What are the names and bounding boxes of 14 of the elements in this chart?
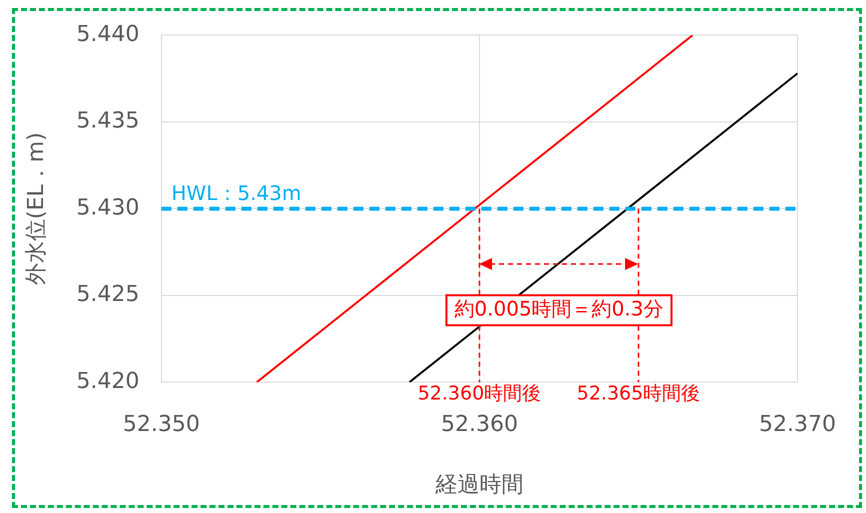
y-tick-label: 5.430 bbox=[76, 195, 140, 220]
ref-line-label: HWL：5.43m bbox=[171, 180, 302, 205]
annotation: 52.365時間後 bbox=[576, 382, 700, 405]
x-tick-label: 52.360 bbox=[440, 412, 518, 438]
y-tick-label: 5.440 bbox=[76, 22, 140, 47]
y-axis-title: 外水位(EL．m) bbox=[24, 132, 49, 286]
annotation: 52.360時間後 bbox=[418, 382, 542, 405]
x-tick-label: 52.370 bbox=[759, 412, 836, 438]
y-tick-label: 5.420 bbox=[76, 368, 140, 394]
y-tick-label: 5.435 bbox=[76, 108, 140, 134]
y-tick-label: 5.425 bbox=[76, 282, 140, 308]
x-axis-title: 経過時間 bbox=[434, 472, 524, 498]
annotation: 約0.005時間＝約0.3分 bbox=[454, 296, 664, 320]
x-tick-label: 52.350 bbox=[122, 412, 200, 438]
